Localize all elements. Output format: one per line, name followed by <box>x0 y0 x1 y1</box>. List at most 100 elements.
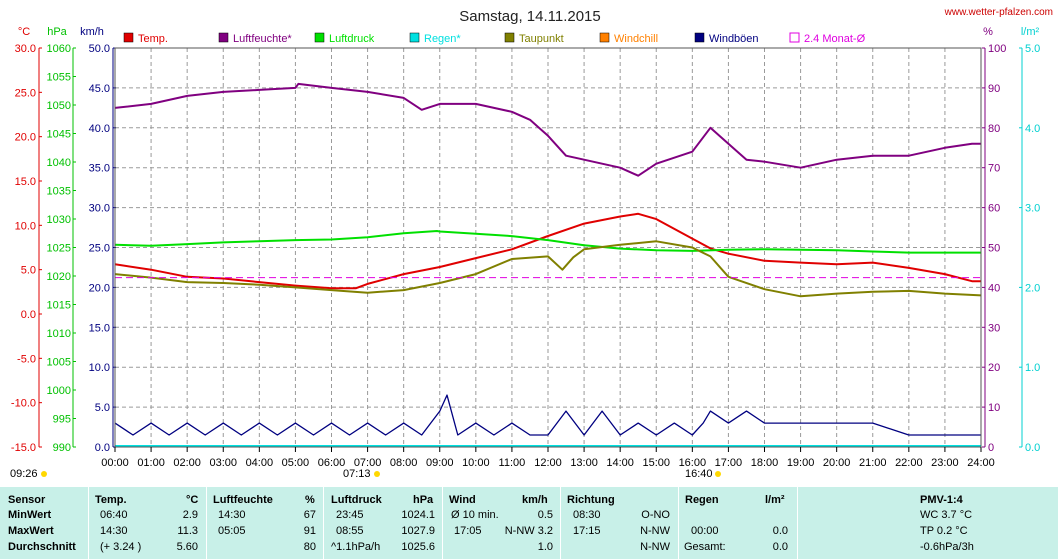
x-tick-label: 05:00 <box>282 457 310 469</box>
temp-value: 11.3 <box>177 525 198 537</box>
header-pressure-unit: hPa <box>413 494 434 506</box>
divider <box>560 487 561 559</box>
pressure-tick-label: 1020 <box>47 271 71 283</box>
pressure-tick-label: 1040 <box>47 157 71 169</box>
x-tick-label: 07:00 <box>354 457 382 469</box>
dir-time: 17:15 <box>573 525 601 537</box>
dir-time: 08:30 <box>573 509 601 521</box>
row-label: Durchschnitt <box>8 541 76 553</box>
pressure-tick-label: 1050 <box>47 100 71 112</box>
temp-tick-label: 15.0 <box>15 176 36 188</box>
x-tick-label: 21:00 <box>859 457 887 469</box>
dir-value: O-NO <box>641 509 670 521</box>
press-value: 1024.1 <box>401 509 435 521</box>
wind-tick-label: 20.0 <box>89 282 110 294</box>
rain-tick-label: 5.0 <box>1025 43 1040 55</box>
wind-tick-label: 5.0 <box>95 402 110 414</box>
x-tick-label: 00:00 <box>101 457 129 469</box>
legend: Temp. Luftfeuchte* Luftdruck Regen* Taupunkt… <box>123 32 866 45</box>
header-humidity: Luftfeuchte <box>213 494 273 506</box>
header-wind-unit: km/h <box>522 494 548 506</box>
wind-value: 1.0 <box>537 541 553 553</box>
wind-value: 0.5 <box>537 509 553 521</box>
start-time-label: 09:26 <box>10 468 38 480</box>
humidity-tick-label: 40 <box>988 282 1000 294</box>
header-rain: Regen <box>685 494 719 506</box>
temp-tick-label: -10.0 <box>11 398 36 410</box>
rain-tick-label: 1.0 <box>1025 362 1040 374</box>
wind-time: 17:05 <box>454 525 482 537</box>
divider <box>88 487 89 559</box>
temp-tick-label: 25.0 <box>15 87 36 99</box>
wind-tick-label: 50.0 <box>89 43 110 55</box>
x-tick-label: 11:00 <box>499 457 526 469</box>
humidity-tick-label: 100 <box>988 43 1006 55</box>
wind-tick-label: 15.0 <box>89 322 110 334</box>
humidity-unit-label: % <box>983 26 993 38</box>
source-label: www.wetter-pfalzen.com <box>944 7 1053 18</box>
pressure-tick-label: 1035 <box>47 186 71 198</box>
x-tick-label: 23:00 <box>931 457 959 469</box>
wind-tick-label: 45.0 <box>89 83 110 95</box>
temp-time: (+ 3.24 ) <box>100 541 142 553</box>
divider <box>323 487 324 559</box>
wind-tick-label: 35.0 <box>89 163 110 175</box>
chart-title: Samstag, 14.11.2015 <box>459 8 601 25</box>
x-tick-label: 09:00 <box>426 457 454 469</box>
sunset-label: 16:40 <box>685 468 713 480</box>
x-tick-label: 20:00 <box>823 457 851 469</box>
legend-swatch <box>599 32 610 43</box>
row-label: MaxWert <box>8 525 54 537</box>
header-direction: Richtung <box>567 494 615 506</box>
x-axis-ticks: 00:00 01:00 02:00 03:00 04:00 05:00 06:00 07:00… <box>101 447 995 469</box>
x-tick-label: 13:00 <box>570 457 598 469</box>
wind-tick-label: 40.0 <box>89 123 110 135</box>
humidity-tick-label: 0 <box>988 442 994 454</box>
header-humidity-unit: % <box>305 494 315 506</box>
start-sun-icon <box>41 471 47 477</box>
x-tick-label: 10:00 <box>462 457 490 469</box>
pressure-tick-label: 1015 <box>47 300 71 312</box>
press-value: 1025.6 <box>401 541 435 553</box>
sun-markers: 09:26 07:13 16:40 <box>10 468 721 480</box>
legend-label: Luftfeuchte* <box>233 33 292 45</box>
legend-label: Taupunkt <box>519 33 564 45</box>
rain-tick-label: 2.0 <box>1025 282 1040 294</box>
pmv-value: WC 3.7 °C <box>920 509 973 521</box>
stats-table: Sensor Temp. °C Luftfeuchte % Luftdruck … <box>0 487 1058 559</box>
press-value: 1027.9 <box>401 525 435 537</box>
weather-chart: Samstag, 14.11.2015 www.wetter-pfalzen.c… <box>10 7 1053 480</box>
row-label: MinWert <box>8 509 52 521</box>
hum-value: 91 <box>303 525 316 537</box>
pressure-tick-label: 1045 <box>47 129 71 141</box>
wind-tick-label: 30.0 <box>89 203 110 215</box>
temp-time: 06:40 <box>100 509 128 521</box>
x-tick-label: 12:00 <box>534 457 562 469</box>
series-line <box>114 230 981 254</box>
series-line <box>114 394 981 436</box>
pressure-unit-label: hPa <box>47 26 67 38</box>
header-sensor: Sensor <box>8 494 46 506</box>
legend-swatch <box>314 32 325 43</box>
legend-label: Luftdruck <box>329 33 375 45</box>
humidity-tick-label: 90 <box>988 83 1000 95</box>
wind-unit-label: km/h <box>80 26 104 38</box>
x-tick-label: 02:00 <box>173 457 201 469</box>
header-wind: Wind <box>449 494 476 506</box>
temp-tick-label: 0.0 <box>21 309 36 321</box>
header-temp: Temp. <box>95 494 127 506</box>
x-tick-label: 08:00 <box>390 457 418 469</box>
grid <box>115 48 981 447</box>
pressure-tick-label: 1010 <box>47 328 71 340</box>
series-line <box>114 212 981 290</box>
hum-value: 80 <box>303 541 316 553</box>
divider <box>797 487 798 559</box>
header-pressure: Luftdruck <box>331 494 382 506</box>
temp-tick-label: -5.0 <box>17 353 36 365</box>
series-line <box>114 82 981 177</box>
rain-unit-label: l/m² <box>1021 26 1040 38</box>
legend-swatch <box>694 32 705 43</box>
legend-label: Windböen <box>709 33 759 45</box>
series-line <box>114 240 982 298</box>
hum-time: 05:05 <box>218 525 246 537</box>
